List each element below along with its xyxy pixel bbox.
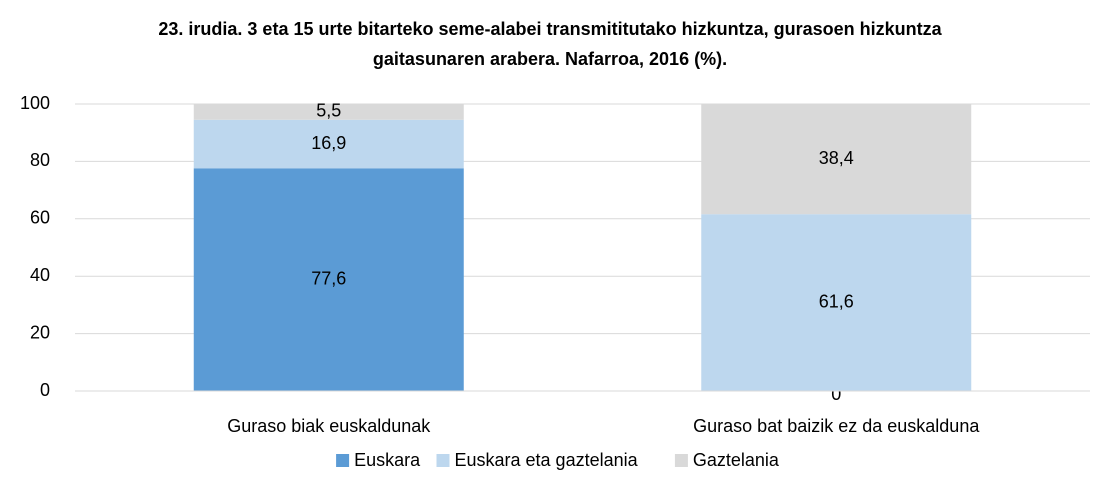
x-tick-label: Guraso bat baizik ez da euskalduna — [693, 416, 980, 436]
legend-swatch — [436, 454, 450, 467]
chart-title: 23. irudia. 3 eta 15 urte bitarteko seme… — [158, 19, 942, 69]
y-tick-label: 60 — [30, 208, 50, 228]
value-label: 0 — [831, 384, 841, 404]
y-tick-label: 20 — [30, 322, 50, 342]
value-label: 61,6 — [819, 291, 854, 311]
legend-label: Gaztelania — [693, 450, 780, 470]
bar-segment — [193, 168, 464, 391]
y-tick-label: 100 — [20, 93, 50, 113]
value-label: 16,9 — [311, 133, 346, 153]
bar-segment — [701, 104, 972, 215]
legend-label: Euskara eta gaztelania — [455, 450, 639, 470]
bar-segment — [701, 214, 972, 391]
value-label: 38,4 — [819, 148, 854, 168]
legend-swatch — [674, 454, 688, 467]
legend-label: Euskara — [354, 450, 421, 470]
legend-swatch — [336, 454, 350, 467]
y-tick-label: 40 — [30, 265, 50, 285]
bar-segment — [193, 104, 464, 120]
bar-segment — [193, 119, 464, 169]
value-label: 5,5 — [316, 101, 341, 121]
y-tick-label: 0 — [40, 380, 50, 400]
x-tick-label: Guraso biak euskaldunak — [227, 416, 431, 436]
y-tick-label: 80 — [30, 150, 50, 170]
value-label: 77,6 — [311, 268, 346, 288]
